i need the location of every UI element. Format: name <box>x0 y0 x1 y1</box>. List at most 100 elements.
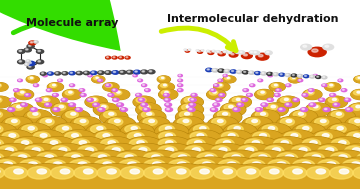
Circle shape <box>138 165 188 189</box>
Circle shape <box>154 130 191 150</box>
Circle shape <box>158 83 174 91</box>
Circle shape <box>181 96 203 108</box>
Circle shape <box>161 91 170 95</box>
Circle shape <box>262 73 264 74</box>
Circle shape <box>269 127 275 130</box>
Circle shape <box>137 94 139 95</box>
Circle shape <box>37 137 78 158</box>
Circle shape <box>353 91 362 95</box>
Circle shape <box>239 51 245 54</box>
Circle shape <box>72 134 78 137</box>
Circle shape <box>337 158 362 182</box>
Circle shape <box>339 155 347 159</box>
Circle shape <box>311 76 312 77</box>
Circle shape <box>252 162 261 167</box>
Circle shape <box>303 45 307 47</box>
Circle shape <box>292 77 295 78</box>
Circle shape <box>57 150 104 175</box>
Circle shape <box>261 112 266 115</box>
Circle shape <box>50 141 58 145</box>
Text: Molecule array: Molecule array <box>26 18 118 28</box>
Circle shape <box>265 51 272 55</box>
Circle shape <box>27 60 28 61</box>
Circle shape <box>142 104 144 105</box>
Circle shape <box>60 131 96 149</box>
Circle shape <box>240 51 242 53</box>
Circle shape <box>139 117 170 133</box>
Circle shape <box>138 110 165 124</box>
Circle shape <box>232 155 240 159</box>
Circle shape <box>165 94 167 95</box>
Circle shape <box>258 155 267 159</box>
Circle shape <box>214 104 216 105</box>
Circle shape <box>125 144 169 166</box>
Circle shape <box>256 53 269 60</box>
Circle shape <box>216 98 222 101</box>
Circle shape <box>193 148 200 152</box>
Circle shape <box>107 57 108 58</box>
Circle shape <box>269 137 308 157</box>
Circle shape <box>252 110 279 124</box>
Circle shape <box>352 162 361 167</box>
Circle shape <box>325 83 341 91</box>
Circle shape <box>206 164 259 189</box>
Circle shape <box>58 151 102 174</box>
Circle shape <box>166 141 173 145</box>
Circle shape <box>223 74 227 77</box>
Circle shape <box>330 94 336 97</box>
Circle shape <box>355 137 362 158</box>
Circle shape <box>167 167 190 179</box>
Circle shape <box>309 104 320 110</box>
Circle shape <box>2 117 32 132</box>
Circle shape <box>113 57 115 58</box>
Circle shape <box>89 75 90 76</box>
Circle shape <box>159 90 177 99</box>
Circle shape <box>47 72 53 75</box>
Circle shape <box>140 117 169 132</box>
Circle shape <box>62 72 68 75</box>
Circle shape <box>40 118 54 125</box>
Circle shape <box>139 80 140 81</box>
Circle shape <box>21 91 24 93</box>
Circle shape <box>191 99 193 100</box>
Circle shape <box>303 75 309 78</box>
Circle shape <box>63 127 69 130</box>
Circle shape <box>310 130 348 150</box>
Circle shape <box>182 137 222 158</box>
Circle shape <box>163 158 210 182</box>
Circle shape <box>58 79 62 82</box>
Circle shape <box>136 97 146 103</box>
Circle shape <box>141 103 148 107</box>
Circle shape <box>111 90 129 99</box>
Circle shape <box>354 76 362 83</box>
Circle shape <box>246 118 260 125</box>
Circle shape <box>14 169 23 174</box>
Circle shape <box>136 94 142 97</box>
Circle shape <box>303 90 321 99</box>
Circle shape <box>96 77 98 78</box>
Circle shape <box>170 153 191 164</box>
Circle shape <box>110 150 157 175</box>
Circle shape <box>165 108 173 112</box>
Circle shape <box>311 131 347 149</box>
Circle shape <box>54 108 57 110</box>
Circle shape <box>189 108 192 110</box>
Circle shape <box>286 104 289 105</box>
Circle shape <box>354 76 362 83</box>
Circle shape <box>190 132 207 141</box>
Circle shape <box>81 94 84 95</box>
Circle shape <box>31 108 34 110</box>
Circle shape <box>106 84 108 85</box>
Circle shape <box>312 144 355 166</box>
Circle shape <box>6 118 20 125</box>
Circle shape <box>77 146 97 156</box>
Circle shape <box>51 146 71 156</box>
Circle shape <box>85 97 107 108</box>
Circle shape <box>230 164 282 189</box>
Circle shape <box>9 108 12 110</box>
Circle shape <box>113 71 116 73</box>
Circle shape <box>59 80 60 81</box>
Circle shape <box>311 117 342 133</box>
Circle shape <box>53 108 60 112</box>
Circle shape <box>119 70 126 74</box>
